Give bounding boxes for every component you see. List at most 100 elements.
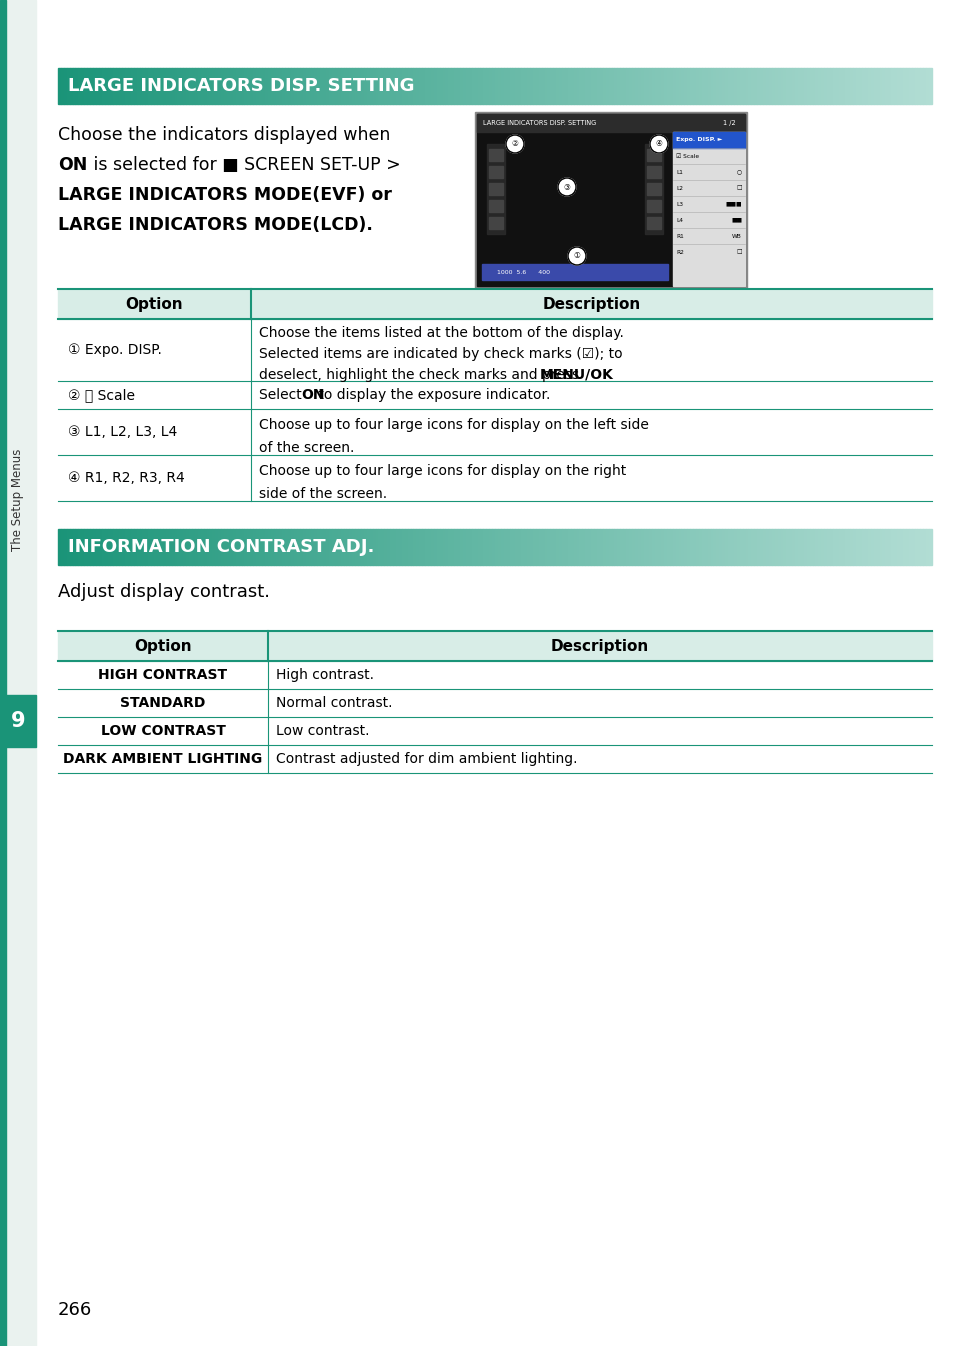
Bar bbox=[879, 69, 882, 104]
Bar bbox=[777, 529, 780, 565]
Bar bbox=[739, 69, 741, 104]
Bar bbox=[512, 529, 515, 565]
Bar bbox=[925, 529, 928, 565]
Bar bbox=[390, 69, 393, 104]
Bar bbox=[588, 529, 591, 565]
Bar bbox=[235, 69, 238, 104]
Bar bbox=[285, 529, 288, 565]
Text: of the screen.: of the screen. bbox=[258, 441, 354, 455]
Bar bbox=[166, 529, 169, 565]
Bar bbox=[780, 69, 782, 104]
Bar bbox=[614, 69, 617, 104]
Bar bbox=[652, 529, 655, 565]
Bar bbox=[119, 529, 122, 565]
Bar bbox=[873, 69, 876, 104]
Bar bbox=[241, 529, 244, 565]
Text: LOW CONTRAST: LOW CONTRAST bbox=[100, 724, 225, 738]
Bar bbox=[506, 529, 509, 565]
Bar bbox=[553, 69, 556, 104]
Bar bbox=[92, 529, 95, 565]
Bar bbox=[806, 529, 809, 565]
Bar bbox=[268, 69, 271, 104]
Bar bbox=[352, 529, 355, 565]
Bar bbox=[782, 69, 785, 104]
Bar bbox=[550, 69, 553, 104]
Bar bbox=[360, 529, 363, 565]
Bar bbox=[663, 529, 666, 565]
Bar bbox=[395, 529, 398, 565]
Bar bbox=[495, 529, 497, 565]
Bar bbox=[591, 69, 594, 104]
Bar bbox=[917, 529, 920, 565]
Bar bbox=[666, 529, 669, 565]
Bar bbox=[669, 529, 672, 565]
Bar bbox=[282, 69, 285, 104]
Bar bbox=[812, 529, 815, 565]
Bar bbox=[410, 529, 413, 565]
Bar bbox=[169, 529, 172, 565]
Bar bbox=[152, 69, 154, 104]
Bar bbox=[870, 69, 873, 104]
Bar bbox=[384, 69, 387, 104]
Bar bbox=[108, 529, 111, 565]
Bar bbox=[594, 529, 597, 565]
Bar bbox=[686, 529, 689, 565]
Bar bbox=[224, 69, 227, 104]
Bar bbox=[255, 69, 259, 104]
Bar bbox=[323, 69, 326, 104]
Text: ② ⬛ Scale: ② ⬛ Scale bbox=[68, 388, 135, 402]
Bar bbox=[442, 529, 445, 565]
Bar bbox=[713, 529, 716, 565]
Bar bbox=[58, 631, 931, 661]
Bar bbox=[282, 529, 285, 565]
Bar bbox=[355, 529, 357, 565]
Bar bbox=[523, 529, 526, 565]
Bar bbox=[520, 69, 523, 104]
Bar bbox=[434, 529, 436, 565]
Bar bbox=[823, 69, 826, 104]
Bar bbox=[821, 529, 823, 565]
Bar bbox=[314, 69, 317, 104]
Bar bbox=[378, 529, 381, 565]
Bar bbox=[730, 529, 733, 565]
Bar bbox=[78, 529, 81, 565]
Text: to display the exposure indicator.: to display the exposure indicator. bbox=[314, 388, 550, 402]
Bar bbox=[250, 69, 253, 104]
Bar bbox=[744, 69, 748, 104]
Bar bbox=[279, 529, 282, 565]
Bar bbox=[823, 529, 826, 565]
Bar bbox=[72, 69, 75, 104]
Bar bbox=[558, 69, 561, 104]
Bar bbox=[329, 69, 332, 104]
Bar bbox=[634, 529, 638, 565]
Text: Choose up to four large icons for display on the left side: Choose up to four large icons for displa… bbox=[258, 419, 648, 432]
Text: ON: ON bbox=[58, 156, 88, 174]
Bar bbox=[801, 529, 803, 565]
Bar bbox=[628, 69, 631, 104]
Bar bbox=[696, 529, 699, 565]
Bar bbox=[489, 529, 492, 565]
Bar bbox=[727, 69, 730, 104]
Bar bbox=[111, 69, 113, 104]
Bar bbox=[852, 69, 856, 104]
Bar bbox=[454, 529, 456, 565]
Bar bbox=[841, 69, 843, 104]
Bar bbox=[332, 69, 335, 104]
Bar bbox=[649, 529, 652, 565]
Bar bbox=[203, 529, 207, 565]
Bar bbox=[207, 69, 210, 104]
Bar bbox=[530, 69, 533, 104]
Bar bbox=[896, 529, 899, 565]
Bar bbox=[741, 69, 744, 104]
Bar bbox=[200, 529, 203, 565]
Bar bbox=[701, 529, 704, 565]
Bar bbox=[716, 529, 719, 565]
Bar bbox=[102, 529, 105, 565]
Bar bbox=[879, 529, 882, 565]
Bar bbox=[719, 529, 721, 565]
Bar bbox=[675, 69, 678, 104]
Bar bbox=[794, 69, 797, 104]
Bar bbox=[567, 69, 570, 104]
Text: Selected items are indicated by check marks (☑); to: Selected items are indicated by check ma… bbox=[258, 347, 622, 361]
Bar bbox=[801, 69, 803, 104]
